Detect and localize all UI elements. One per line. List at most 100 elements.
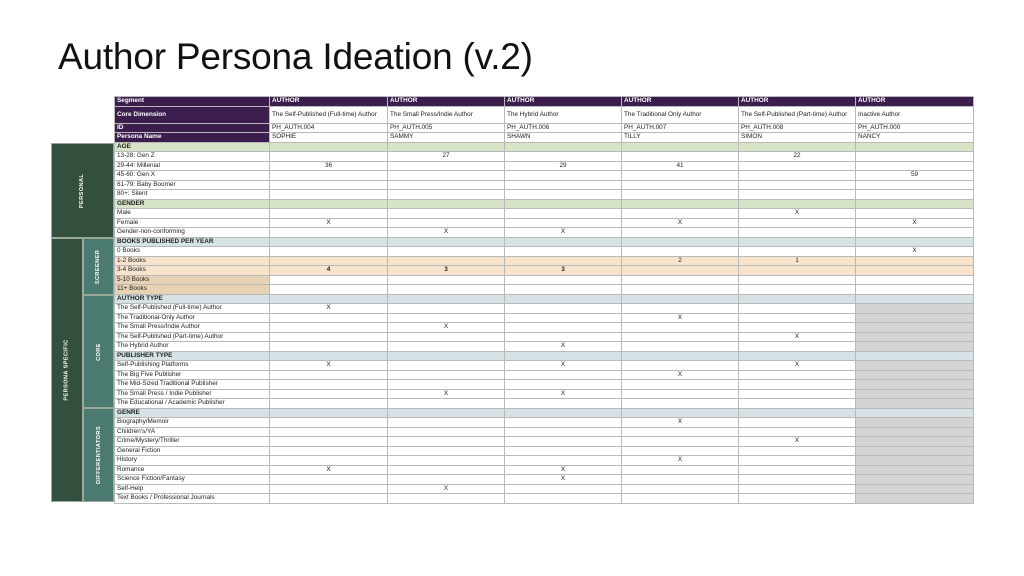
value-cell: [621, 141, 739, 152]
value-cell: X: [504, 227, 622, 238]
value-cell: X: [738, 208, 856, 219]
row-label: Male: [114, 208, 270, 219]
table-row: History X: [114, 455, 974, 466]
persona-name-cell: NANCY: [855, 132, 974, 143]
id-cell: PH_AUTH.006: [504, 122, 622, 133]
value-cell: [621, 170, 739, 181]
value-cell: [855, 189, 974, 200]
value-cell: [738, 341, 856, 352]
id-cell: PH_AUTH.000: [855, 122, 974, 133]
value-cell: [738, 455, 856, 466]
band-screener: SCREENER: [83, 238, 114, 295]
value-cell: [855, 208, 974, 219]
value-cell: [269, 189, 388, 200]
persona-name-cell: SHAWN: [504, 132, 622, 143]
value-cell: [621, 322, 739, 333]
value-cell: X: [621, 217, 739, 228]
table-row: The Educational / Academic Publisher: [114, 398, 974, 409]
row-label: Self-Publishing Platforms: [114, 360, 270, 371]
value-cell: X: [621, 369, 739, 380]
table-row: Self-Help X: [114, 483, 974, 494]
section-header-row: GENDER: [114, 198, 974, 209]
value-cell: [387, 246, 505, 257]
persona-name-cell: SOPHIE: [269, 132, 388, 143]
value-cell: [621, 198, 739, 209]
value-cell: [269, 255, 388, 266]
value-cell: [269, 417, 388, 428]
table-row: Crime/Mystery/Thriller X: [114, 436, 974, 447]
value-cell: [738, 379, 856, 390]
value-cell: [504, 217, 622, 228]
row-label: GENRE: [114, 407, 270, 418]
persona-name-cell: TILLY: [621, 132, 739, 143]
value-cell: [387, 455, 505, 466]
section-header-row: GENRE: [114, 407, 974, 418]
value-cell: [269, 170, 388, 181]
row-label: 13-28: Gen Z: [114, 151, 270, 162]
segment-cell: AUTHOR: [387, 96, 505, 107]
value-cell: [387, 464, 505, 475]
value-cell: [855, 455, 974, 466]
value-cell: [387, 141, 505, 152]
value-cell: [269, 151, 388, 162]
value-cell: [738, 388, 856, 399]
value-cell: [269, 379, 388, 390]
band-personal: PERSONAL: [51, 143, 114, 238]
value-cell: [855, 331, 974, 342]
value-cell: [855, 255, 974, 266]
value-cell: [621, 151, 739, 162]
value-cell: X: [387, 483, 505, 494]
segment-cell: AUTHOR: [738, 96, 856, 107]
value-cell: 41: [621, 160, 739, 171]
table-row: The Traditional-Only Author X: [114, 312, 974, 323]
value-cell: 27: [387, 151, 505, 162]
value-cell: [855, 417, 974, 428]
value-cell: X: [269, 217, 388, 228]
value-cell: [855, 483, 974, 494]
segment-cell: AUTHOR: [269, 96, 388, 107]
persona-table: Segment AUTHOR AUTHOR AUTHOR AUTHOR AUTH…: [114, 96, 974, 504]
value-cell: [269, 198, 388, 209]
value-cell: [387, 369, 505, 380]
value-cell: [738, 483, 856, 494]
row-label: 45-60: Gen X: [114, 170, 270, 181]
value-cell: [621, 236, 739, 247]
value-cell: [621, 246, 739, 257]
value-cell: [504, 483, 622, 494]
value-cell: [621, 208, 739, 219]
persona-name-row: Persona Name SOPHIE SAMMY SHAWN TILLY SI…: [114, 132, 974, 143]
value-cell: [855, 274, 974, 285]
value-cell: [738, 265, 856, 276]
value-cell: [504, 151, 622, 162]
band-differentiators-label: DIFFERENTIATORS: [95, 425, 102, 485]
value-cell: X: [269, 464, 388, 475]
value-cell: X: [738, 331, 856, 342]
table-row: Romance X X: [114, 464, 974, 475]
value-cell: [855, 407, 974, 418]
core-dimension-cell: Inactive Author: [855, 105, 974, 124]
value-cell: [504, 322, 622, 333]
value-cell: [387, 293, 505, 304]
value-cell: [621, 227, 739, 238]
value-cell: [269, 284, 388, 295]
value-cell: [738, 350, 856, 361]
value-cell: [621, 284, 739, 295]
table-row: Gender-non-conforming X X: [114, 227, 974, 238]
value-cell: X: [855, 246, 974, 257]
section-header-row: AUTHOR TYPE: [114, 293, 974, 304]
section-header-row: BOOKS PUBLISHED PER YEAR: [114, 236, 974, 247]
value-cell: X: [504, 388, 622, 399]
value-cell: [855, 265, 974, 276]
value-cell: [621, 464, 739, 475]
band-personal-label: PERSONAL: [79, 173, 86, 208]
value-cell: [269, 445, 388, 456]
core-dimension-cell: The Traditional Only Author: [621, 105, 739, 124]
value-cell: [387, 160, 505, 171]
row-label: The Big Five Publisher: [114, 369, 270, 380]
value-cell: [387, 274, 505, 285]
value-cell: [504, 436, 622, 447]
row-label: The Small Press/Indie Author: [114, 322, 270, 333]
persona-name-cell: SIMON: [738, 132, 856, 143]
value-cell: [387, 255, 505, 266]
segment-cell: AUTHOR: [855, 96, 974, 107]
